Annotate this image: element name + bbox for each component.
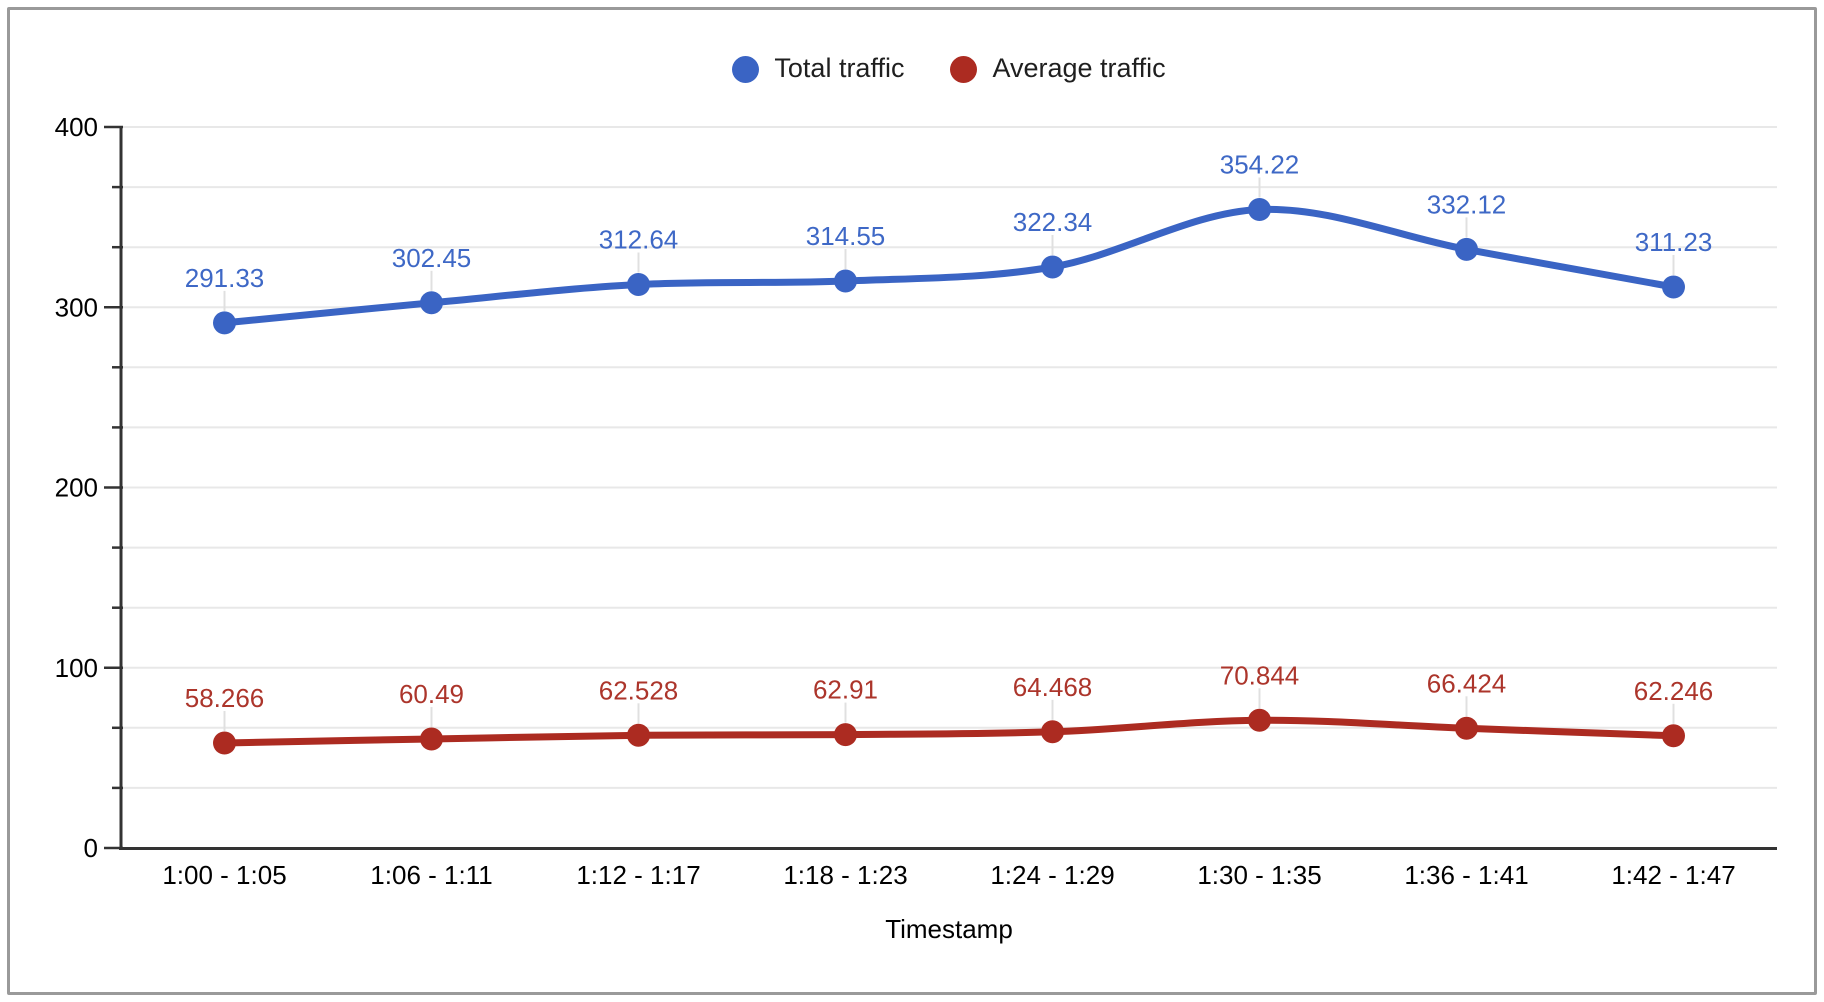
series-line-average-traffic [221, 716, 1677, 747]
x-tick-label: 1:24 - 1:29 [990, 860, 1114, 890]
data-point-label: 62.91 [813, 675, 878, 705]
data-point-label: 354.22 [1220, 150, 1300, 180]
y-tick-label: 0 [84, 833, 98, 863]
x-tick-label: 1:06 - 1:11 [370, 860, 492, 890]
chart-legend: Total traffic Average traffic [121, 44, 1777, 94]
y-tick-label: 400 [55, 112, 98, 142]
data-point-total-4[interactable] [1041, 255, 1064, 279]
legend-item-average-traffic[interactable]: Average traffic [950, 52, 1166, 84]
data-point-label: 62.528 [599, 675, 679, 705]
data-point-label: 322.34 [1013, 207, 1093, 237]
x-tick-label: 1:00 - 1:05 [162, 860, 286, 890]
data-point-total-2[interactable] [627, 273, 650, 296]
x-axis-title: Timestamp [885, 914, 1013, 944]
data-point-label: 291.33 [185, 263, 265, 293]
data-point-label: 58.266 [185, 683, 265, 713]
data-point-average-2[interactable] [627, 723, 650, 747]
data-point-label: 64.468 [1013, 672, 1093, 702]
x-tick-label: 1:30 - 1:35 [1197, 860, 1321, 890]
data-point-total-7[interactable] [1662, 275, 1685, 299]
data-point-label: 302.45 [392, 243, 472, 273]
data-point-label: 62.246 [1634, 676, 1714, 706]
data-point-average-6[interactable] [1455, 716, 1478, 740]
data-point-label: 332.12 [1427, 189, 1507, 219]
data-point-total-5[interactable] [1248, 198, 1271, 221]
data-point-total-0[interactable] [213, 311, 236, 335]
y-tick-label: 200 [55, 473, 98, 503]
data-point-label: 312.64 [599, 225, 679, 255]
legend-label-total-traffic: Total traffic [774, 52, 905, 83]
legend-label-average-traffic: Average traffic [992, 52, 1166, 83]
data-point-label: 60.49 [399, 679, 464, 709]
y-tick-label: 100 [55, 653, 98, 683]
legend-dot-total-traffic-icon [732, 55, 760, 83]
data-point-average-5[interactable] [1248, 708, 1271, 732]
data-point-label: 311.23 [1635, 227, 1713, 257]
legend-dot-average-traffic-icon [950, 55, 978, 83]
data-point-label: 70.844 [1220, 660, 1300, 690]
series-line-total-traffic [221, 205, 1677, 327]
x-tick-label: 1:36 - 1:41 [1404, 860, 1528, 890]
data-point-average-3[interactable] [834, 723, 857, 747]
x-tick-label: 1:12 - 1:17 [576, 860, 700, 890]
data-point-average-4[interactable] [1041, 720, 1064, 744]
legend-item-total-traffic[interactable]: Total traffic [732, 52, 905, 84]
data-point-total-3[interactable] [834, 269, 857, 293]
x-tick-label: 1:18 - 1:23 [783, 860, 907, 890]
x-tick-label: 1:42 - 1:47 [1611, 860, 1735, 890]
data-point-average-0[interactable] [213, 731, 236, 755]
y-tick-label: 300 [55, 292, 98, 322]
data-point-label: 66.424 [1427, 668, 1507, 698]
data-point-average-7[interactable] [1662, 724, 1685, 748]
data-point-total-1[interactable] [420, 291, 443, 315]
data-point-total-6[interactable] [1455, 237, 1478, 261]
data-point-average-1[interactable] [420, 727, 443, 751]
data-point-label: 314.55 [806, 221, 886, 251]
